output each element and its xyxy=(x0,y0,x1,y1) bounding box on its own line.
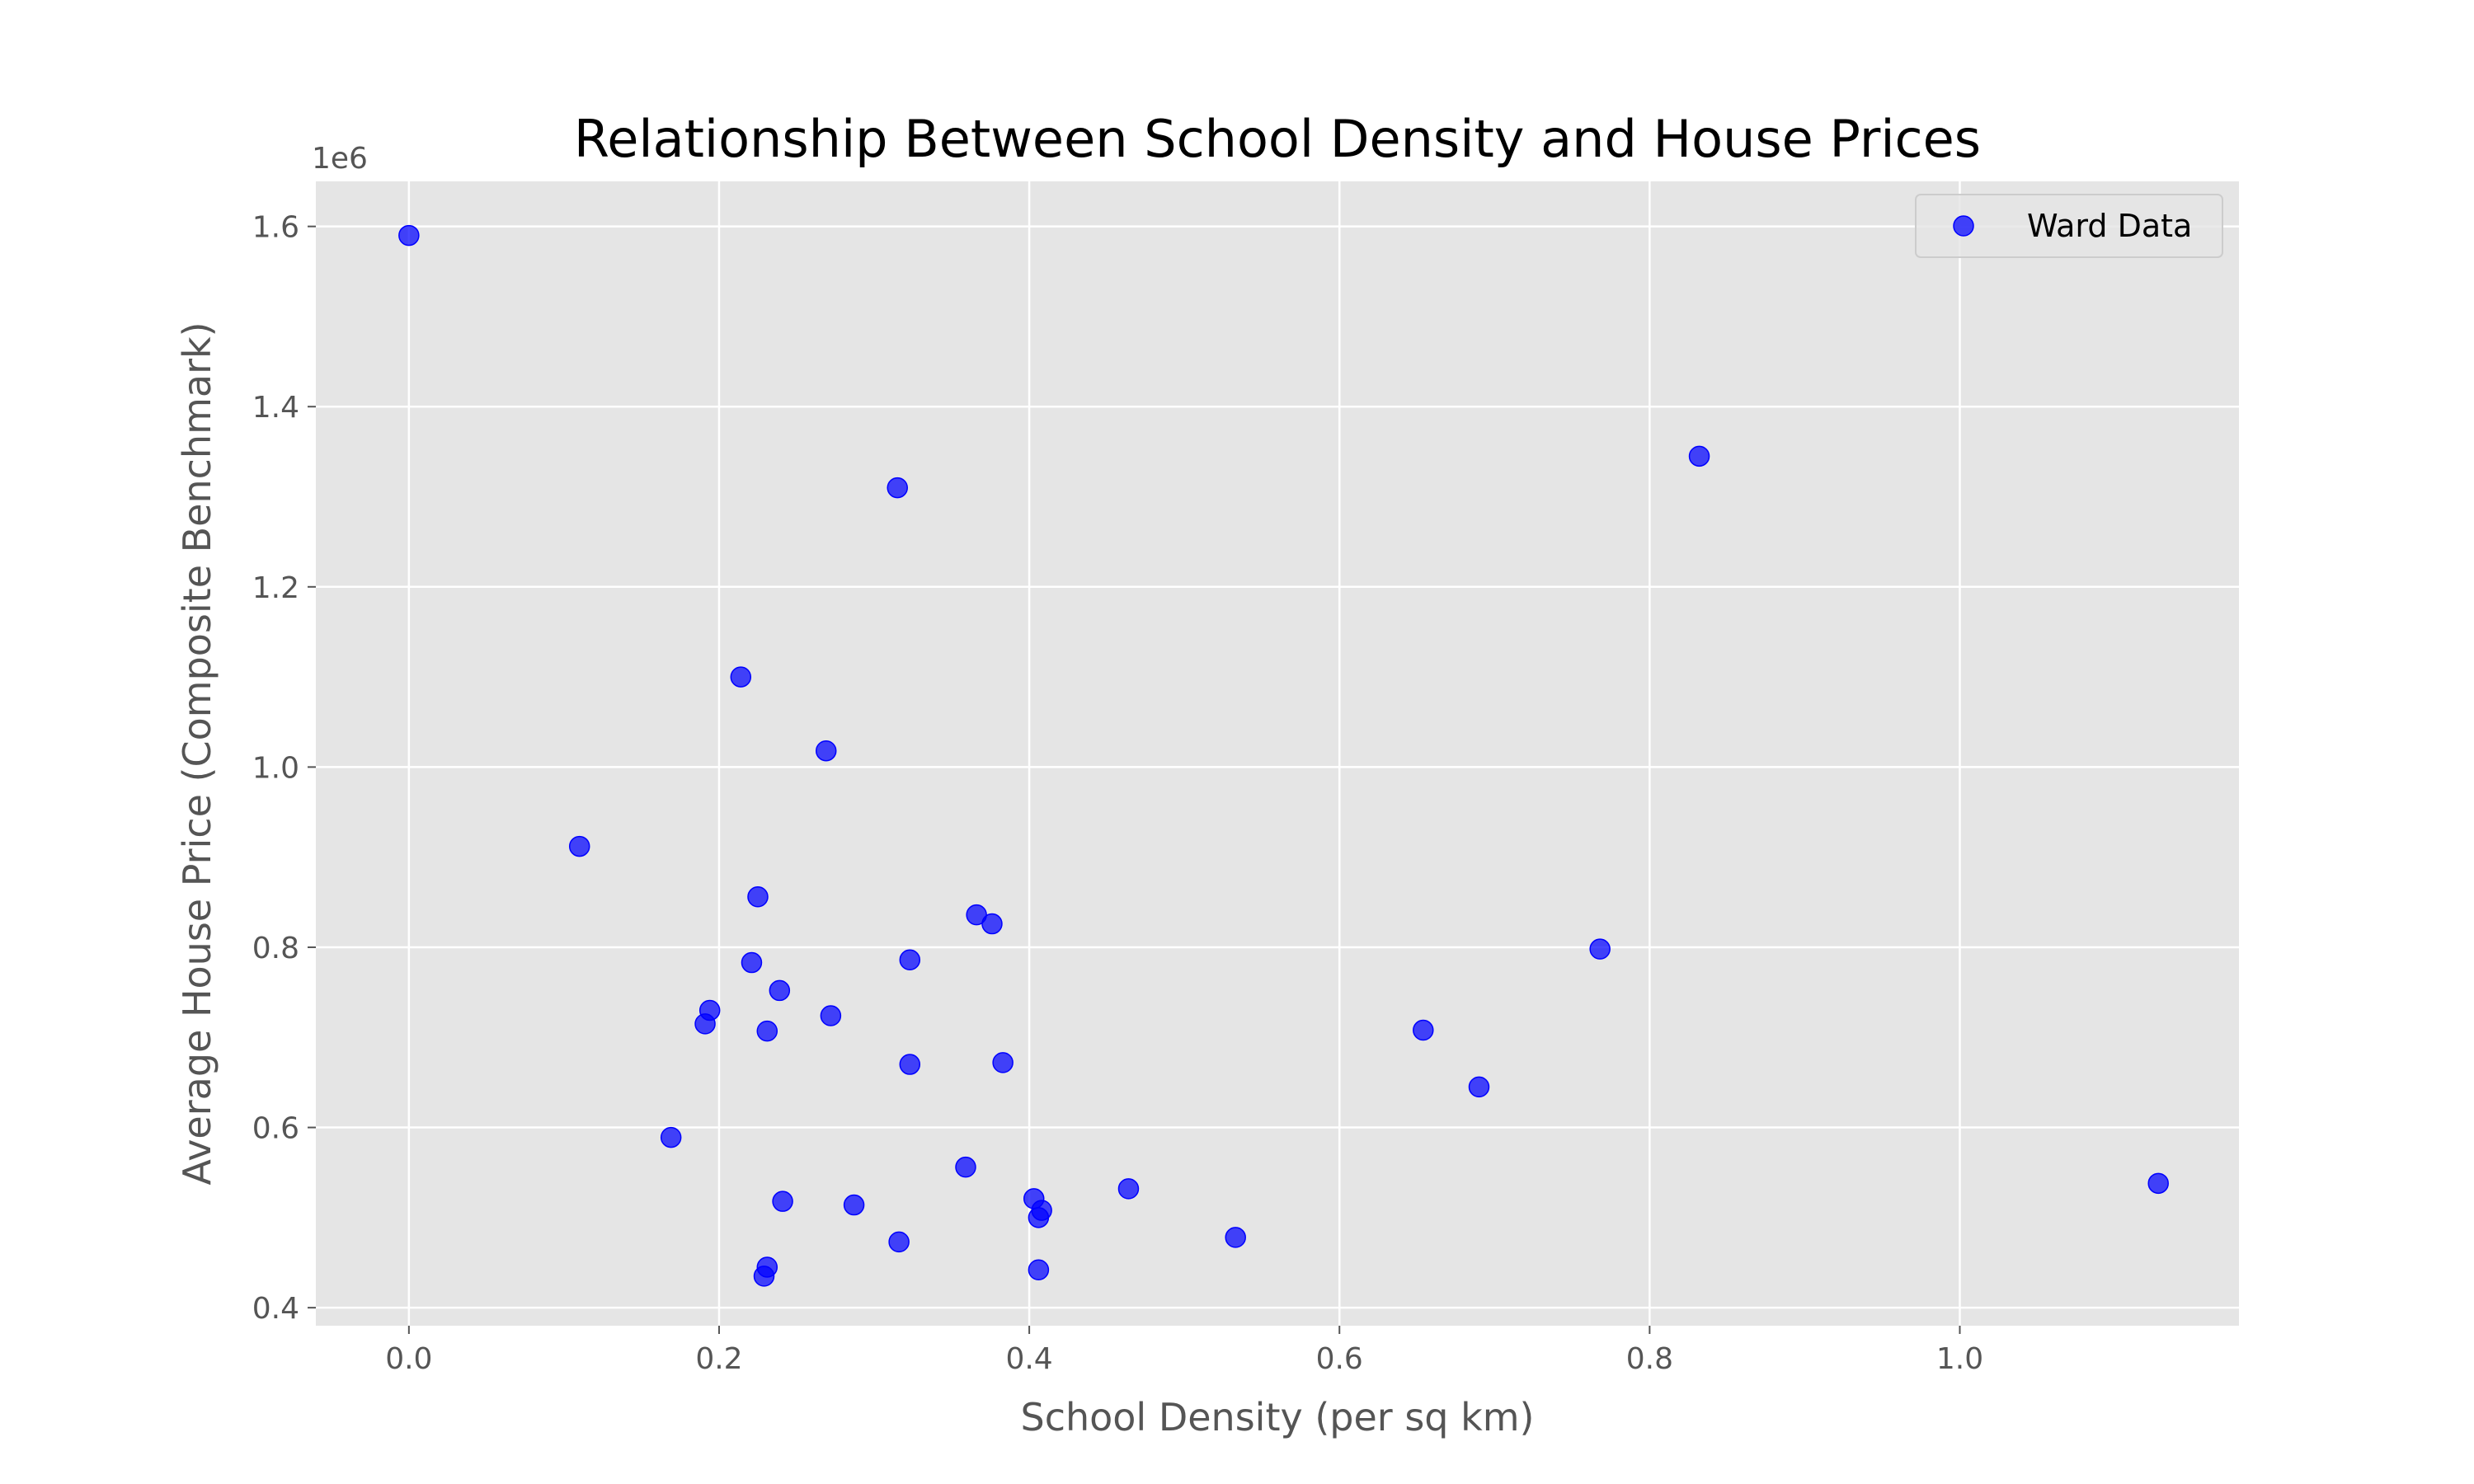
y-axis-label: Average House Price (Composite Benchmark… xyxy=(175,322,219,1185)
scatter-point xyxy=(769,979,791,1002)
scatter-point xyxy=(992,1052,1014,1073)
scatter-point xyxy=(820,1005,842,1026)
scatter-point xyxy=(753,1266,775,1287)
legend-marker xyxy=(1953,215,1974,237)
plot-area xyxy=(316,181,2239,1326)
axes: 0.0 0.2 0.4 0.6 0.8 1.0 0.4 0.6 0.8 1.0 1.2 1.4 1.6 xyxy=(252,211,1983,1376)
scatter-point xyxy=(888,1231,910,1253)
scatter-point xyxy=(1413,1019,1434,1041)
y-tick-label: 1.4 xyxy=(252,391,299,425)
x-axis-label: School Density (per sq km) xyxy=(1021,1395,1535,1439)
y-tick-label: 0.6 xyxy=(252,1112,299,1146)
scatter-point xyxy=(1028,1207,1050,1228)
scatter-point xyxy=(1589,938,1611,960)
scatter-point xyxy=(2147,1172,2169,1195)
scatter-point xyxy=(955,1156,976,1178)
scatter-point xyxy=(1688,445,1710,467)
y-tick-label: 0.4 xyxy=(252,1292,299,1326)
scatter-point xyxy=(966,904,987,926)
scatter-point xyxy=(660,1126,682,1148)
legend-label: Ward Data xyxy=(2027,208,2192,244)
x-tick-label: 0.4 xyxy=(1005,1342,1052,1376)
legend: Ward Data xyxy=(1915,194,2223,258)
scatter-point xyxy=(887,477,908,499)
scatter-point xyxy=(1028,1259,1050,1280)
x-tick-label: 0.8 xyxy=(1626,1342,1673,1376)
scatter-point xyxy=(772,1190,793,1212)
scatter-point xyxy=(741,951,763,974)
y-tick-label: 1.2 xyxy=(252,571,299,605)
scatter-point xyxy=(694,1013,716,1035)
x-tick-label: 0.0 xyxy=(385,1342,432,1376)
scatter-point xyxy=(815,740,837,762)
x-tick-label: 0.2 xyxy=(695,1342,742,1376)
scatter-point xyxy=(730,666,752,688)
legend-box xyxy=(1915,194,2223,258)
data-points xyxy=(398,224,2169,1287)
scatter-point xyxy=(981,913,1003,935)
scatter-point xyxy=(756,1020,778,1042)
chart-title: Relationship Between School Density and … xyxy=(574,109,1981,169)
scatter-point xyxy=(1117,1178,1140,1200)
y-tick-label: 0.8 xyxy=(252,932,299,965)
scatter-point xyxy=(899,1054,921,1075)
x-tick-label: 0.6 xyxy=(1316,1342,1363,1376)
x-tick-label: 1.0 xyxy=(1936,1342,1983,1376)
scatter-point xyxy=(568,835,590,857)
scatter-point xyxy=(899,949,921,971)
scatter-point xyxy=(1468,1076,1490,1098)
scatter-point xyxy=(398,224,420,247)
scatter-point xyxy=(747,886,769,908)
scatter-point xyxy=(843,1194,865,1216)
y-tick-label: 1.6 xyxy=(252,211,299,245)
y-axis-offset-label: 1e6 xyxy=(312,142,368,176)
y-tick-label: 1.0 xyxy=(252,751,299,785)
scatter-point xyxy=(1225,1227,1246,1248)
